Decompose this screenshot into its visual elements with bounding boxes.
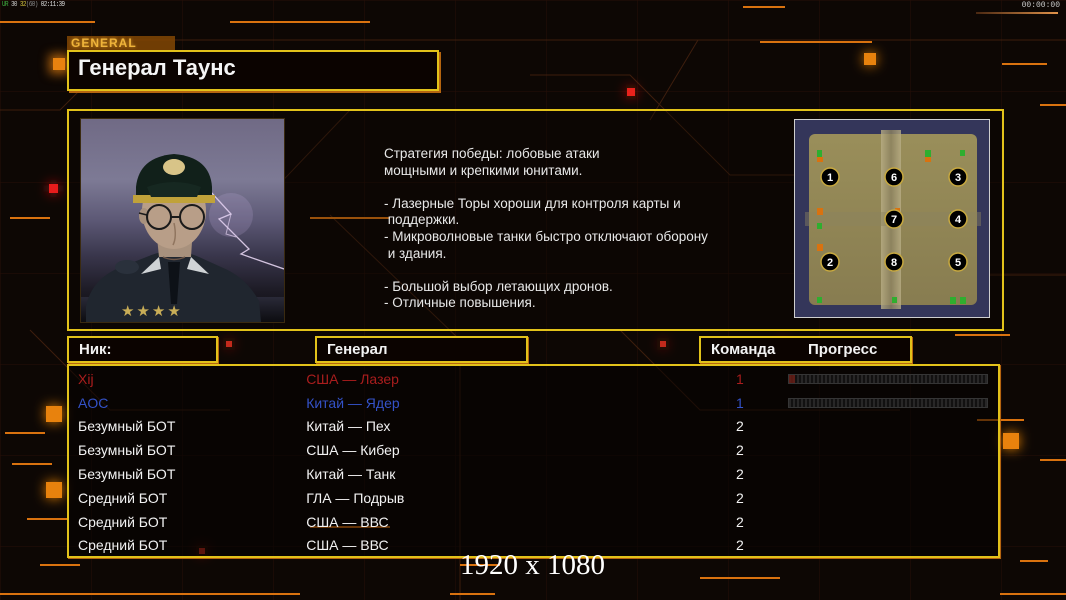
svg-text:1: 1 <box>827 172 833 184</box>
svg-text:6: 6 <box>891 172 897 184</box>
svg-text:4: 4 <box>955 214 962 226</box>
svg-text:8: 8 <box>891 257 897 269</box>
svg-text:2: 2 <box>827 257 833 269</box>
svg-text:5: 5 <box>955 257 961 269</box>
svg-text:★★★★: ★★★★ <box>121 303 183 320</box>
svg-text:7: 7 <box>891 214 897 226</box>
svg-text:3: 3 <box>955 172 961 184</box>
